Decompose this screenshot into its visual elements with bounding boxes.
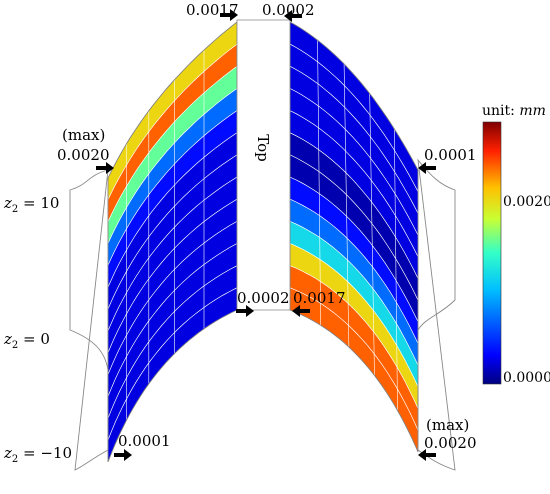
mesh-line	[369, 93, 375, 376]
right-max-tag: (max)	[426, 416, 469, 434]
right-top-inner-value: 0.0002	[262, 1, 315, 19]
mesh-line	[343, 63, 350, 348]
arrow-right-icon	[96, 162, 114, 174]
arrow-right-icon	[236, 305, 254, 317]
z-label-10: z2 = 10	[3, 194, 59, 215]
arrow-left-icon	[292, 305, 310, 317]
colorbar-tick-0000: 0.0000	[503, 370, 550, 386]
arrow-left-icon	[418, 162, 436, 174]
mesh-line	[317, 40, 322, 326]
right-bracket	[417, 158, 456, 471]
left-max-value: 0.0020	[57, 146, 110, 164]
left-panel-contour	[107, 21, 238, 463]
right-lower-inner-value: 0.0017	[293, 289, 346, 307]
arrow-right-icon	[220, 9, 238, 21]
right-max-value: 0.0020	[424, 434, 477, 452]
right-panel-contour	[289, 21, 419, 453]
colorbar	[482, 121, 502, 385]
arrow-right-icon	[114, 449, 132, 461]
arrow-icons	[96, 9, 436, 461]
mesh-line	[394, 128, 398, 411]
left-max-tag: (max)	[62, 126, 105, 144]
z-label-0: z2 = 0	[3, 330, 50, 351]
arrow-left-icon	[418, 449, 436, 461]
panel-outline	[289, 21, 419, 453]
colorbar-title: unit: mm	[482, 103, 546, 119]
left-bottom-value: 0.0001	[118, 432, 171, 450]
top-label: Top	[254, 134, 272, 161]
left-top-inner-value: 0.0017	[186, 1, 239, 19]
left-bracket	[69, 169, 109, 471]
colorbar-tick-0020: 0.0020	[503, 194, 550, 210]
arrow-left-icon	[284, 10, 302, 22]
right-upper-value: 0.0001	[424, 146, 477, 164]
left-lower-inner-value: 0.0002	[237, 289, 290, 307]
top-surface-gap	[236, 19, 291, 311]
z-label-minus10: z2 = −10	[3, 444, 72, 465]
